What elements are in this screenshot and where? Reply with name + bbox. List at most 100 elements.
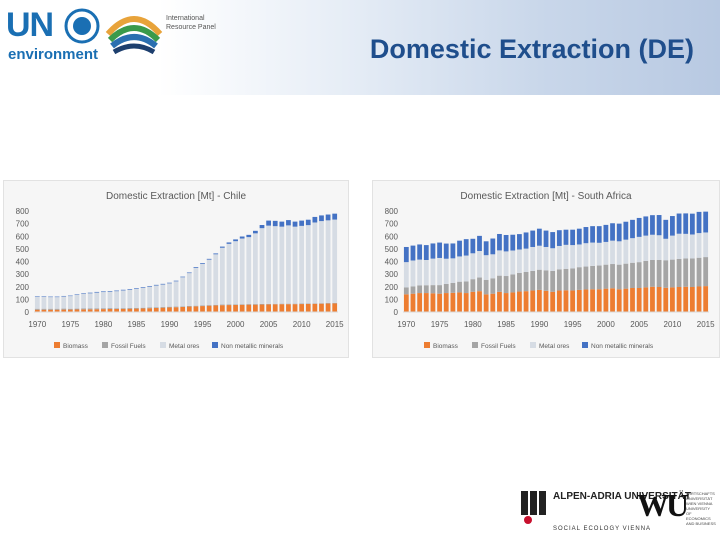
y-tick-label: 200: [385, 283, 399, 292]
bar-segment-metal-ores: [450, 258, 456, 283]
bar-segment-fossil-fuels: [403, 287, 409, 295]
bar-segment-fossil-fuels: [437, 285, 442, 294]
un-environment-text: environment: [8, 46, 99, 63]
bar-segment-fossil-fuels: [596, 265, 602, 290]
bar-segment-fossil-fuels: [41, 308, 47, 310]
bar-segment-fossil-fuels: [120, 308, 126, 309]
legend-label: Non metallic minerals: [591, 343, 654, 350]
bar-segment-non-metallic-minerals: [173, 280, 179, 282]
bar-segment-non-metallic-minerals: [180, 276, 186, 278]
bar-segment-metal-ores: [266, 225, 271, 304]
bar-segment-metal-ores: [457, 256, 462, 282]
bar-segment-biomass: [266, 304, 271, 312]
bar-segment-biomass: [74, 309, 80, 312]
bar-segment-biomass: [543, 290, 549, 312]
bar-segment-fossil-fuels: [61, 308, 67, 310]
bar-segment-non-metallic-minerals: [477, 235, 482, 252]
bar-segment-fossil-fuels: [272, 303, 278, 305]
legend-label: Fossil Fuels: [111, 343, 146, 350]
bar-segment-non-metallic-minerals: [490, 238, 496, 255]
bar-segment-non-metallic-minerals: [636, 217, 642, 237]
bar-segment-fossil-fuels: [517, 272, 522, 292]
x-tick-label: 1975: [431, 320, 449, 329]
bar-segment-biomass: [556, 290, 562, 312]
bar-segment-biomass: [610, 288, 615, 312]
bar-segment-non-metallic-minerals: [696, 211, 702, 234]
bar-segment-biomass: [676, 287, 682, 312]
bar-segment-fossil-fuels: [259, 303, 265, 305]
bar-segment-metal-ores: [239, 238, 245, 305]
bar-segment-biomass: [483, 294, 489, 312]
bar-segment-metal-ores: [206, 259, 212, 306]
un-logo-text: UN: [6, 6, 54, 44]
legend-label: Biomass: [63, 343, 89, 350]
x-tick-label: 2010: [293, 320, 311, 329]
chart-south-africa: Domestic Extraction [Mt] - South Africa 0…: [385, 191, 715, 350]
irp-logo-icon: [105, 16, 163, 55]
bar-segment-biomass: [167, 307, 172, 312]
bar-segment-biomass: [180, 306, 186, 312]
bar-segment-biomass: [219, 305, 225, 312]
bar-segment-non-metallic-minerals: [134, 288, 139, 289]
bar-segment-biomass: [623, 288, 629, 312]
bar-segment-biomass: [550, 291, 556, 312]
bar-segment-metal-ores: [114, 291, 119, 309]
bar-segment-non-metallic-minerals: [543, 230, 549, 247]
bar-segment-non-metallic-minerals: [219, 246, 225, 248]
bar-segment-metal-ores: [603, 241, 609, 265]
bar-segment-metal-ores: [610, 240, 615, 265]
bar-segment-biomass: [443, 293, 449, 312]
bar-segment-metal-ores: [107, 291, 113, 309]
bar-segment-fossil-fuels: [457, 281, 462, 293]
x-tick-label: 1975: [61, 320, 79, 329]
bar-segment-non-metallic-minerals: [596, 226, 602, 243]
bar-segment-fossil-fuels: [292, 303, 298, 305]
bar-segment-fossil-fuels: [696, 257, 702, 287]
chart-title: Domestic Extraction [Mt] - South Africa: [460, 191, 632, 202]
bar-segment-metal-ores: [623, 239, 629, 264]
y-tick-label: 300: [16, 270, 30, 279]
bar-segment-non-metallic-minerals: [305, 219, 311, 226]
bar-segment-metal-ores: [463, 255, 469, 282]
x-tick-label: 1995: [194, 320, 212, 329]
y-tick-label: 500: [385, 245, 399, 254]
bar-segment-metal-ores: [583, 243, 589, 267]
bar-segment-metal-ores: [167, 283, 172, 307]
bar-segment-biomass: [61, 309, 67, 312]
bar-segment-non-metallic-minerals: [67, 295, 73, 297]
y-tick-label: 100: [16, 295, 30, 304]
bar-segment-non-metallic-minerals: [101, 291, 106, 293]
bar-segment-metal-ores: [443, 258, 449, 284]
bar-segment-metal-ores: [279, 226, 285, 304]
bar-segment-fossil-fuels: [417, 285, 423, 294]
bar-segment-fossil-fuels: [253, 304, 258, 305]
x-tick-label: 1990: [530, 320, 548, 329]
bar-segment-non-metallic-minerals: [570, 229, 576, 246]
bar-segment-fossil-fuels: [325, 303, 331, 304]
bar-segment-biomass: [636, 288, 642, 312]
bar-segment-biomass: [292, 304, 298, 312]
bar-segment-biomass: [193, 306, 199, 312]
bar-segment-fossil-fuels: [630, 262, 635, 289]
bar-segment-non-metallic-minerals: [643, 216, 649, 236]
bar-segment-fossil-fuels: [497, 275, 502, 292]
bar-segment-metal-ores: [319, 221, 324, 304]
bar-segment-biomass: [643, 287, 649, 312]
bar-segment-non-metallic-minerals: [160, 283, 166, 285]
bar-segment-non-metallic-minerals: [483, 241, 489, 256]
bar-segment-fossil-fuels: [576, 267, 582, 290]
bar-segment-non-metallic-minerals: [286, 220, 291, 226]
bar-segment-biomass: [576, 289, 582, 312]
bar-segment-biomass: [253, 304, 258, 312]
bar-segment-metal-ores: [670, 235, 675, 260]
y-tick-label: 400: [16, 258, 30, 267]
bar-segment-biomass: [616, 289, 622, 312]
bar-segment-metal-ores: [656, 235, 662, 260]
bar-segment-non-metallic-minerals: [563, 229, 569, 245]
bar-segment-biomass: [286, 304, 291, 312]
bar-segment-fossil-fuels: [48, 308, 53, 310]
bar-segment-biomass: [583, 289, 589, 312]
bar-segment-non-metallic-minerals: [623, 221, 629, 240]
bar-segment-non-metallic-minerals: [650, 215, 655, 235]
bar-segment-metal-ores: [676, 233, 682, 259]
